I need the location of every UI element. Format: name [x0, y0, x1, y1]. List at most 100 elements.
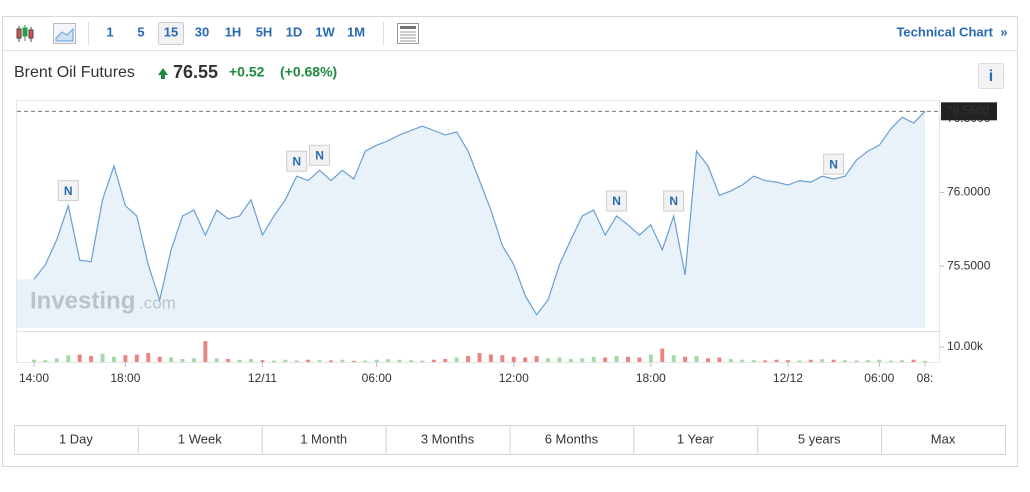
volume-bar — [146, 353, 151, 362]
news-marker-label: N — [829, 157, 838, 171]
volume-bar — [443, 359, 448, 362]
volume-bar — [843, 360, 848, 362]
candle-icon[interactable] — [16, 25, 34, 42]
news-marker[interactable] — [663, 190, 685, 212]
info-button[interactable] — [978, 63, 1004, 89]
range-label[interactable]: Max — [931, 431, 956, 446]
range-label[interactable]: 1 Year — [677, 431, 715, 446]
volume-bar — [329, 360, 333, 362]
range-button[interactable] — [385, 425, 511, 455]
volume-bar — [603, 357, 608, 362]
news-marker[interactable] — [309, 144, 331, 166]
info-icon[interactable]: i — [989, 68, 993, 85]
news-marker-label: N — [612, 194, 621, 208]
interval-button[interactable]: 30 — [195, 24, 209, 39]
range-button[interactable] — [261, 425, 387, 455]
interval-button[interactable]: 5 — [137, 24, 144, 39]
x-tick-label: 18:00 — [110, 371, 140, 385]
interval-button[interactable]: 5H — [256, 24, 273, 39]
news-marker[interactable] — [606, 190, 628, 212]
interval-button[interactable]: 1 — [106, 24, 113, 39]
volume-bar — [249, 359, 254, 362]
volume-bar — [660, 348, 665, 362]
interval-button[interactable]: 1W — [315, 24, 335, 39]
area-icon[interactable] — [53, 23, 76, 44]
volume-bar — [351, 360, 356, 362]
volume-bar — [546, 358, 551, 362]
price: 76.55 — [173, 62, 218, 82]
volume-bar — [89, 356, 94, 362]
volume-bar — [237, 359, 242, 362]
volume-bar — [226, 359, 231, 362]
volume-bar — [614, 356, 619, 362]
volume-bar — [763, 360, 768, 362]
volume-bar — [797, 360, 802, 362]
range-label[interactable]: 6 Months — [545, 431, 599, 446]
news-marker[interactable] — [57, 180, 79, 202]
interval-button[interactable]: 15 — [164, 24, 178, 39]
interval-button[interactable]: 1H — [225, 24, 242, 39]
range-label[interactable]: 1 Day — [59, 431, 93, 446]
volume-bar — [454, 357, 459, 362]
volume-bar — [785, 360, 790, 362]
volume-bar — [271, 360, 276, 362]
range-label[interactable]: 3 Months — [421, 431, 475, 446]
news-marker[interactable] — [823, 153, 845, 175]
volume-bar — [397, 359, 402, 362]
range-button[interactable] — [757, 425, 883, 455]
range-button[interactable] — [633, 425, 759, 455]
interval-button[interactable]: 1D — [286, 24, 303, 39]
volume-bar — [511, 356, 516, 362]
x-tick-label: 12:00 — [499, 371, 529, 385]
volume-bar — [728, 359, 733, 362]
range-label[interactable]: 1 Month — [300, 431, 347, 446]
volume-bar — [591, 356, 596, 362]
volume-bar — [694, 356, 699, 362]
x-tick-label: 18:00 — [636, 371, 666, 385]
up-arrow — [158, 68, 168, 79]
widget-frame — [2, 16, 1018, 467]
news-marker[interactable] — [286, 150, 308, 172]
volume-bar — [717, 357, 722, 362]
table-icon[interactable] — [397, 23, 419, 44]
volume-bar — [134, 354, 139, 362]
volume-bar — [100, 353, 105, 362]
interval-button[interactable]: 1M — [347, 24, 365, 39]
range-button[interactable] — [881, 425, 1006, 455]
range-button[interactable] — [14, 425, 139, 455]
volume-bar — [911, 359, 916, 362]
interval-active — [158, 22, 184, 45]
volume-bar — [191, 358, 196, 362]
x-tick-label: 12/12 — [773, 371, 803, 385]
volume-bar — [111, 356, 116, 362]
volume-bar — [466, 356, 471, 362]
technical-chart-link[interactable]: Technical Chart — [896, 24, 993, 39]
volume-bar — [420, 360, 425, 362]
range-button[interactable] — [137, 425, 263, 455]
volume-bar — [214, 358, 219, 362]
volume-bar — [705, 358, 710, 362]
x-tick-label: 06:00 — [362, 371, 392, 385]
plot-frame — [16, 100, 940, 363]
last-price-badge — [941, 102, 997, 121]
volume-bar — [923, 360, 927, 362]
volume-bar — [431, 359, 436, 362]
link-arrow[interactable]: » — [1000, 24, 1007, 39]
volume-bar — [808, 359, 813, 362]
range-label[interactable]: 5 years — [798, 431, 841, 446]
y-tick-label: 75.5000 — [947, 258, 991, 272]
volume-bar — [283, 359, 288, 362]
volume-bar — [123, 355, 128, 362]
volume-bar — [865, 360, 870, 362]
news-marker-label: N — [292, 154, 301, 168]
volume-bar — [683, 356, 688, 362]
range-button[interactable] — [509, 425, 635, 455]
volume-bar — [626, 356, 630, 362]
volume-bar — [363, 360, 368, 362]
range-label[interactable]: 1 Week — [178, 431, 222, 446]
volume-bar — [66, 355, 71, 362]
volume-bar — [820, 359, 825, 362]
volume-bar — [169, 357, 174, 362]
volume-bar — [580, 358, 585, 362]
